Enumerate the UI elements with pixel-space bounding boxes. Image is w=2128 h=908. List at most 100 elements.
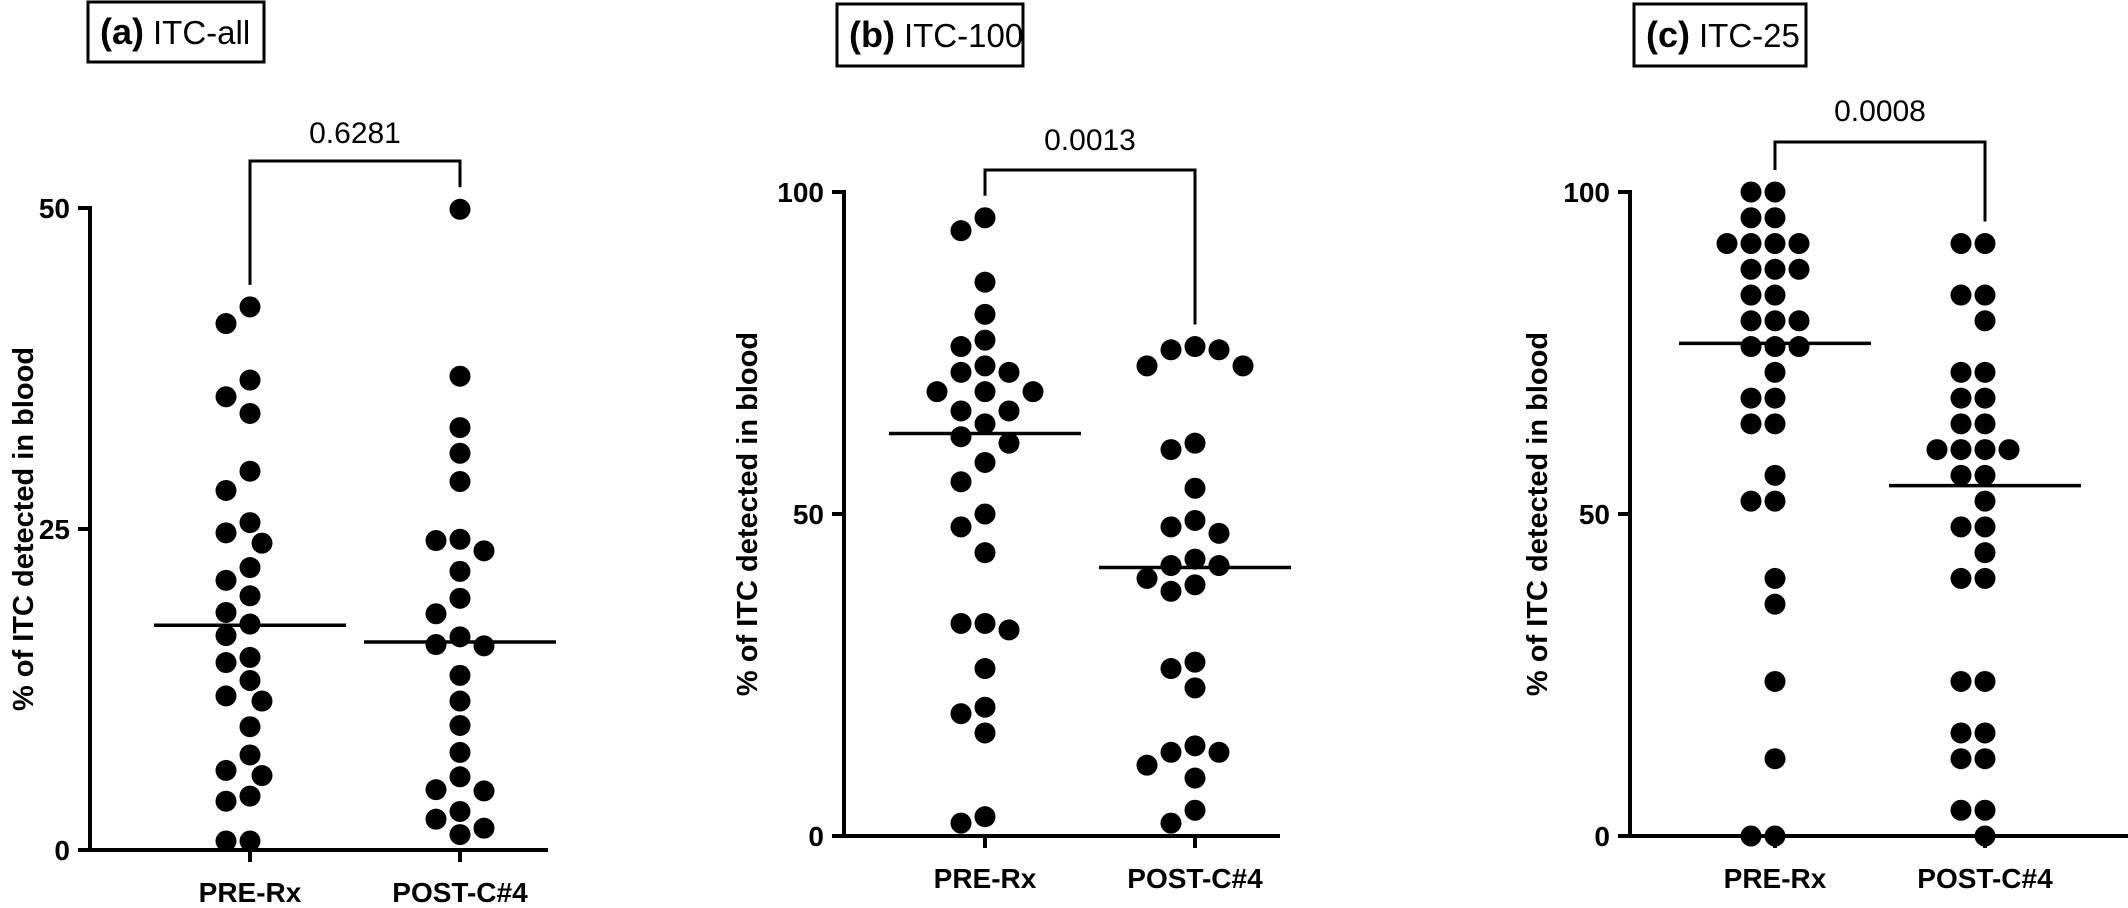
data-point [473, 540, 495, 562]
data-point [974, 658, 996, 680]
data-point [1740, 207, 1762, 229]
data-point [449, 417, 471, 439]
data-point [473, 635, 495, 657]
data-point [1022, 381, 1044, 403]
data-point [950, 516, 972, 538]
data-point [251, 532, 273, 554]
y-axis-label: % of ITC detected in blood [8, 347, 40, 711]
data-point [926, 381, 948, 403]
panel-letter: (a) [100, 11, 144, 52]
data-point [239, 744, 261, 766]
data-point [1764, 284, 1786, 306]
data-point [1208, 339, 1230, 361]
data-point [1764, 670, 1786, 692]
panel-c: (c) ITC-25 0 50 100 % of ITC detected in bloo… [1522, 2, 2128, 894]
data-point [425, 603, 447, 625]
data-point [1184, 767, 1206, 789]
data-point [239, 785, 261, 807]
data-point [239, 512, 261, 534]
data-point [215, 569, 237, 591]
data-point [215, 625, 237, 647]
x-tick-label: PRE-Rx [934, 863, 1037, 894]
data-point [239, 670, 261, 692]
data-point [998, 432, 1020, 454]
data-point [1764, 207, 1786, 229]
p-value-label: 0.0013 [1044, 124, 1136, 157]
data-point [1950, 413, 1972, 435]
data-point [1764, 413, 1786, 435]
data-point [215, 479, 237, 501]
comparison-bracket [983, 168, 1197, 325]
data-point [1974, 439, 1996, 461]
data-point [1974, 413, 1996, 435]
y-tick-label: 100 [777, 177, 824, 208]
x-tick-label: POST-C#4 [1917, 863, 2053, 894]
data-point [974, 207, 996, 229]
panel-title: (a) ITC-all [100, 11, 250, 52]
data-point [473, 780, 495, 802]
data-point [215, 685, 237, 707]
data-point [449, 741, 471, 763]
data-point [1764, 361, 1786, 383]
data-point [1950, 464, 1972, 486]
data-point [974, 329, 996, 351]
comparison-bracket [248, 159, 462, 285]
y-tick-label: 25 [39, 514, 70, 545]
data-point [974, 503, 996, 525]
data-point [1974, 567, 1996, 589]
data-point [1974, 361, 1996, 383]
y-tick-label: 0 [54, 835, 70, 866]
data-point [239, 585, 261, 607]
data-point [950, 426, 972, 448]
data-point [1160, 812, 1182, 834]
data-point [1208, 522, 1230, 544]
y-tick-label: 100 [1563, 177, 1610, 208]
data-point [974, 303, 996, 325]
data-point [449, 714, 471, 736]
y-tick-label: 50 [793, 499, 824, 530]
data-point [1788, 336, 1810, 358]
data-point [1950, 284, 1972, 306]
data-point [1926, 439, 1948, 461]
data-point [950, 612, 972, 634]
data-point [449, 528, 471, 550]
data-point [449, 470, 471, 492]
data-point [425, 530, 447, 552]
data-point [1950, 748, 1972, 770]
data-point [1974, 387, 1996, 409]
data-point [1740, 490, 1762, 512]
data-point [1764, 181, 1786, 203]
data-point [251, 690, 273, 712]
data-point [1950, 722, 1972, 744]
panel-title-box [1632, 2, 1808, 68]
data-point [1974, 233, 1996, 255]
data-point [449, 587, 471, 609]
data-point [473, 817, 495, 839]
data-point [1764, 490, 1786, 512]
data-point [1764, 336, 1786, 358]
data-point [1160, 555, 1182, 577]
data-point [1184, 735, 1206, 757]
data-point [974, 413, 996, 435]
data-point [974, 612, 996, 634]
data-point [1950, 799, 1972, 821]
data-point [974, 542, 996, 564]
y-tick-label: 50 [1579, 499, 1610, 530]
data-point [239, 296, 261, 318]
data-point [1136, 754, 1158, 776]
data-point [1974, 310, 1996, 332]
data-point [974, 806, 996, 828]
data-point [1764, 567, 1786, 589]
data-point [449, 365, 471, 387]
data-point [1764, 593, 1786, 615]
data-point [974, 722, 996, 744]
panel-title-box [835, 2, 1025, 68]
data-point [974, 696, 996, 718]
data-point [1136, 355, 1158, 377]
panel-b: (b) ITC-100 0 50 100 % of ITC detected in blo… [732, 2, 1291, 894]
data-point [950, 471, 972, 493]
data-point [1740, 310, 1762, 332]
data-point [1950, 361, 1972, 383]
data-point [215, 601, 237, 623]
